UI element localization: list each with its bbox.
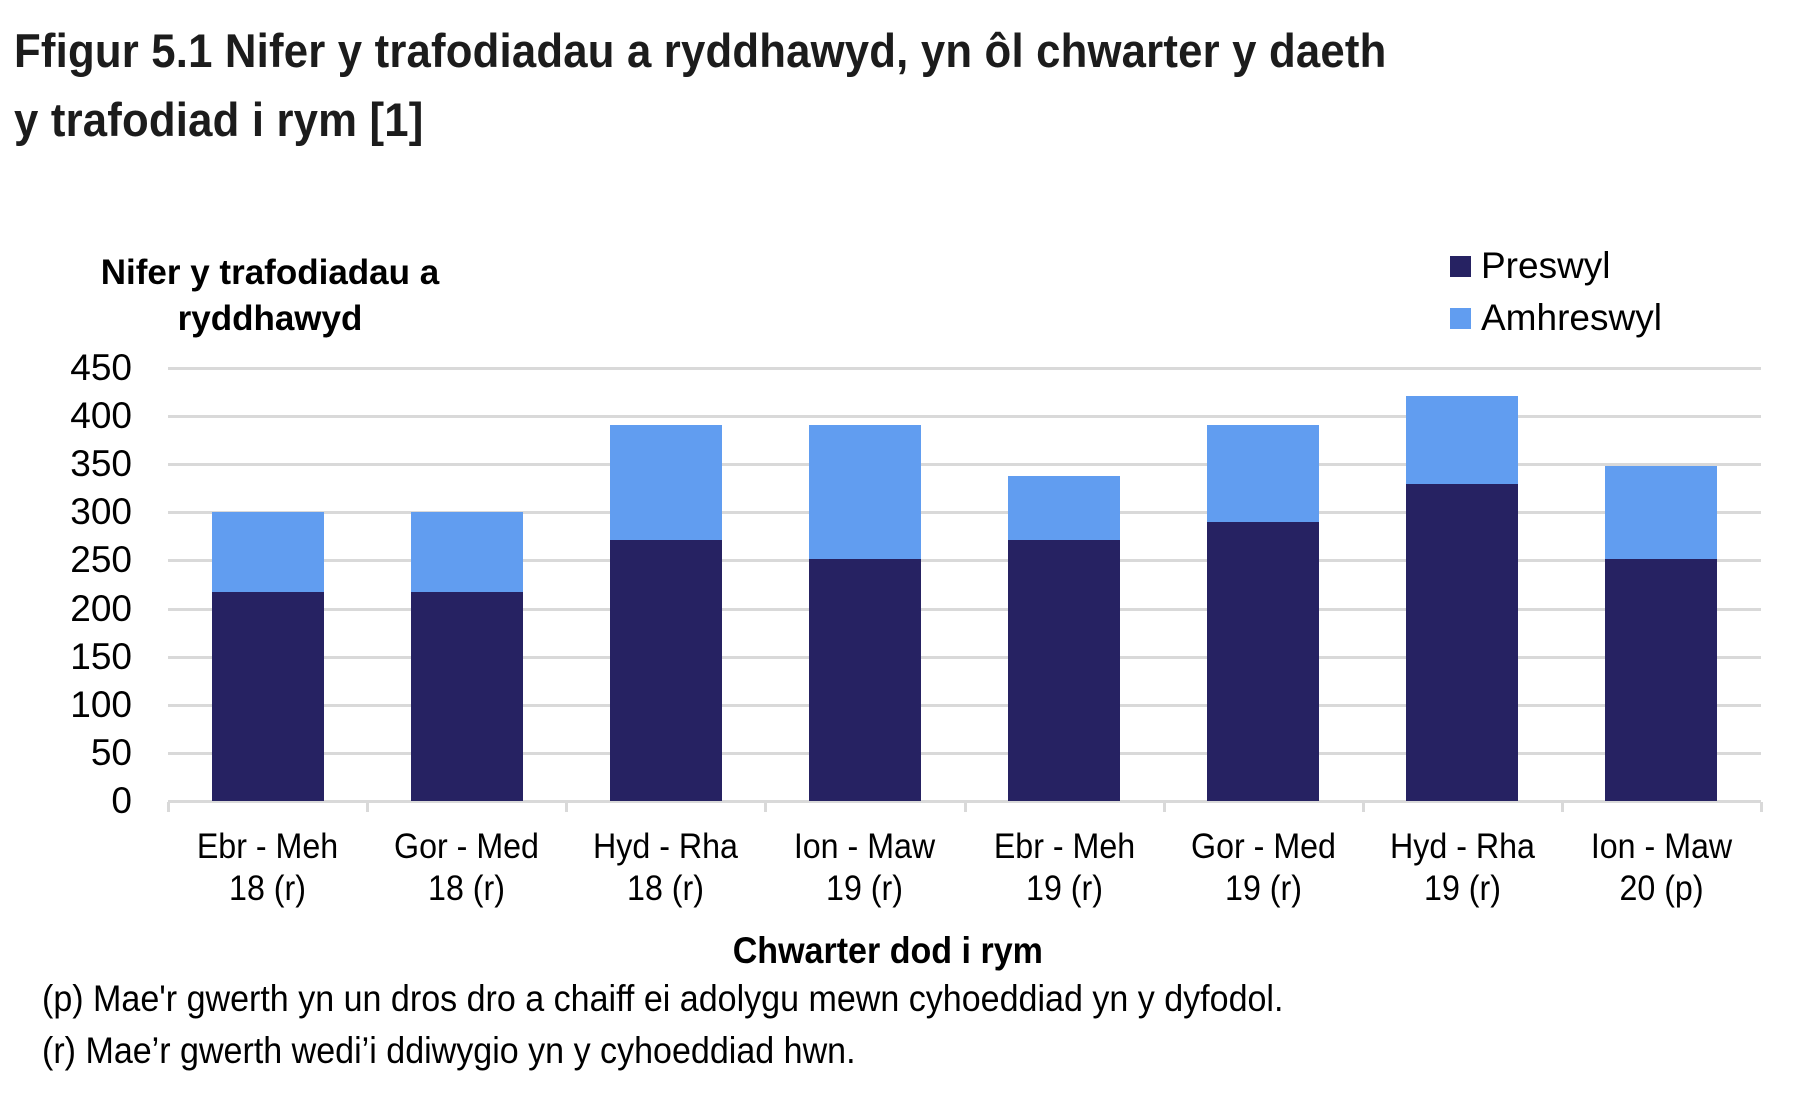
bar-segment-amhreswyl bbox=[808, 424, 921, 560]
bar-segment-preswyl bbox=[808, 559, 921, 801]
legend-label: Preswyl bbox=[1481, 245, 1611, 286]
bar-segment-preswyl bbox=[410, 592, 523, 801]
bar-segment-amhreswyl bbox=[1406, 395, 1519, 485]
y-tick-label: 250 bbox=[70, 539, 132, 581]
bar-segment-amhreswyl bbox=[1207, 424, 1320, 522]
footnote-provisional: (p) Mae'r gwerth yn un dros dro a chaiff… bbox=[42, 978, 1284, 1019]
footnote-revised: (r) Mae’r gwerth wedi’i ddiwygio yn y cy… bbox=[42, 1030, 856, 1071]
bar-segment-preswyl bbox=[211, 592, 324, 801]
legend: Preswyl Amhreswyl bbox=[1450, 240, 1662, 344]
gridline bbox=[168, 415, 1761, 419]
x-tick-label: Ebr - Meh 19 (r) bbox=[993, 827, 1135, 908]
figure-title-line1: Ffigur 5.1 Nifer y trafodiadau a ryddhaw… bbox=[14, 24, 1387, 77]
x-tick-label: Gor - Med 19 (r) bbox=[1190, 827, 1336, 908]
x-tick-label: Hyd - Rha 19 (r) bbox=[1389, 827, 1535, 908]
x-tick-label: Ion - Maw 19 (r) bbox=[794, 827, 936, 908]
y-tick-label: 0 bbox=[111, 780, 132, 821]
bar-segment-preswyl bbox=[1406, 484, 1519, 801]
x-tick-label: Gor - Med 18 (r) bbox=[394, 827, 540, 908]
y-tick-label: 300 bbox=[70, 491, 132, 533]
legend-swatch-amhreswyl bbox=[1450, 307, 1471, 329]
legend-item-amhreswyl: Amhreswyl bbox=[1450, 292, 1662, 344]
x-tick bbox=[1560, 802, 1564, 812]
x-tick-label: Ebr - Meh 18 (r) bbox=[196, 827, 339, 908]
gridline bbox=[168, 367, 1761, 370]
y-tick-label: 50 bbox=[90, 731, 132, 773]
gridline bbox=[168, 751, 1761, 755]
gridline bbox=[168, 559, 1761, 563]
bar-segment-amhreswyl bbox=[609, 424, 722, 541]
bar-segment-amhreswyl bbox=[211, 512, 324, 593]
gridline bbox=[168, 607, 1761, 611]
y-axis-title: Nifer y trafodiadau a ryddhawyd bbox=[60, 250, 480, 342]
bar-segment-preswyl bbox=[1605, 559, 1718, 801]
x-axis-title: Chwarter dod i rym bbox=[732, 930, 1043, 971]
y-axis-title-line2: ryddhawyd bbox=[177, 299, 363, 338]
x-tick bbox=[1361, 802, 1365, 812]
y-tick-label: 100 bbox=[70, 683, 132, 725]
plot-area bbox=[167, 367, 1763, 812]
bar-segment-amhreswyl bbox=[1008, 475, 1121, 541]
bar-segment-preswyl bbox=[1207, 521, 1320, 801]
x-tick bbox=[764, 802, 768, 812]
gridline bbox=[168, 655, 1761, 659]
gridline bbox=[168, 511, 1761, 515]
x-tick bbox=[167, 802, 170, 812]
x-tick bbox=[1162, 802, 1166, 812]
legend-swatch-preswyl bbox=[1450, 255, 1471, 277]
x-tick bbox=[366, 802, 370, 812]
y-axis-title-line1: Nifer y trafodiadau a bbox=[100, 253, 440, 292]
y-tick-label: 400 bbox=[70, 395, 132, 437]
legend-item-preswyl: Preswyl bbox=[1450, 240, 1662, 292]
bar-segment-preswyl bbox=[1008, 540, 1121, 801]
x-axis-line bbox=[168, 800, 1761, 803]
y-tick-label: 200 bbox=[70, 587, 132, 629]
y-tick-label: 450 bbox=[70, 347, 132, 388]
figure-title-line2: y trafodiad i rym [1] bbox=[14, 93, 424, 146]
bar-segment-amhreswyl bbox=[410, 512, 523, 593]
gridline bbox=[168, 463, 1761, 467]
bar-segment-amhreswyl bbox=[1605, 466, 1718, 560]
gridline bbox=[168, 703, 1761, 707]
x-tick bbox=[1760, 802, 1763, 812]
x-tick bbox=[963, 802, 967, 812]
y-tick-label: 350 bbox=[70, 443, 132, 485]
legend-label: Amhreswyl bbox=[1481, 297, 1662, 338]
x-tick bbox=[565, 802, 569, 812]
x-tick-label: Ion - Maw 20 (p) bbox=[1590, 827, 1733, 908]
x-tick-label: Hyd - Rha 18 (r) bbox=[593, 827, 739, 908]
bar-segment-preswyl bbox=[609, 540, 722, 801]
y-tick-label: 150 bbox=[70, 635, 132, 677]
figure-title: Ffigur 5.1 Nifer y trafodiadau a ryddhaw… bbox=[14, 16, 1669, 154]
